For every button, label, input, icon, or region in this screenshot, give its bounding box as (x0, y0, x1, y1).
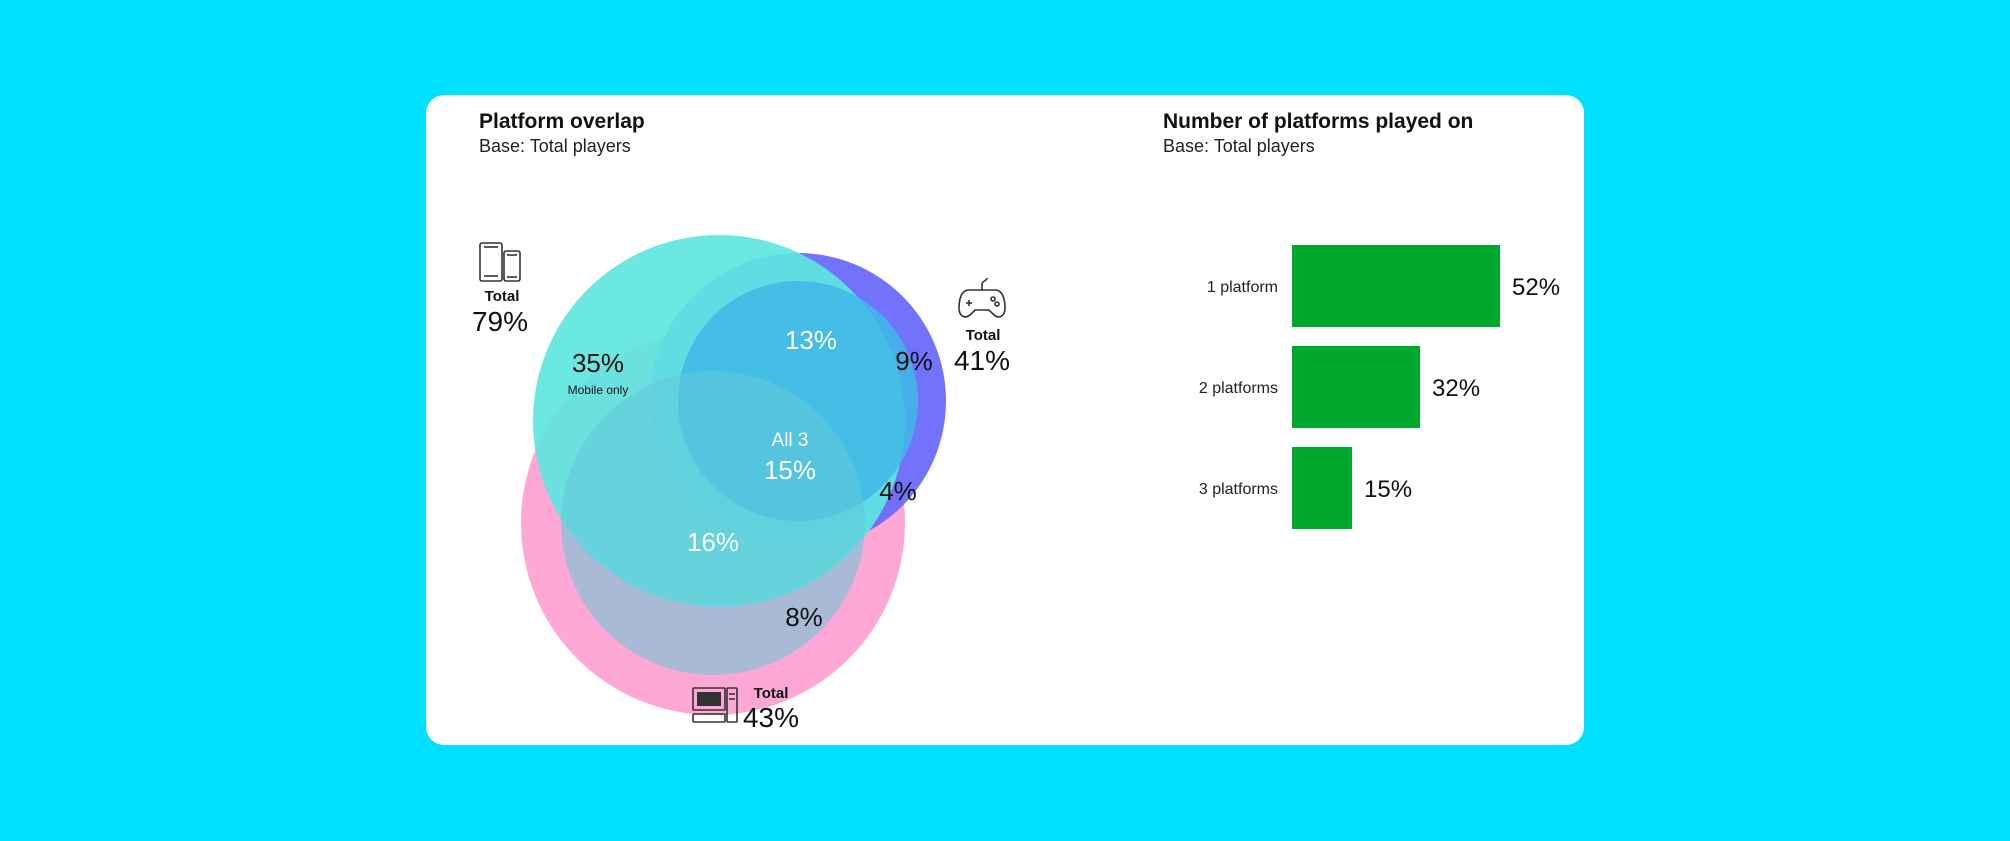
bar (1292, 447, 1352, 529)
console-only-value: 9% (895, 346, 933, 376)
pc-total-label: Total (754, 685, 789, 702)
bar-chart-subtitle: Base: Total players (1163, 136, 1315, 156)
mobile-total-label: Total (485, 288, 520, 305)
venn-diagram: 35% Mobile only 13% 9% All 3 15% 4% 16% … (472, 235, 1010, 733)
bar-value-label: 15% (1364, 476, 1412, 503)
bar-category-label: 2 platforms (1199, 380, 1278, 397)
card: Platform overlap Base: Total players 35%… (426, 95, 1584, 745)
pc-total-value: 43% (743, 702, 799, 733)
gamepad-icon (958, 277, 1006, 318)
mobile-only-value: 35% (572, 348, 624, 378)
bar-category-label: 3 platforms (1199, 481, 1278, 498)
pc-only-value: 8% (785, 602, 823, 632)
bar-chart: 1 platform 52% 2 platforms 32% 3 platforms 15… (1199, 245, 1560, 529)
all3-label: All 3 (772, 430, 809, 451)
bar (1292, 245, 1500, 327)
mobile-pc-value: 16% (687, 527, 739, 557)
bar (1292, 346, 1420, 428)
all3-value: 15% (764, 455, 816, 485)
desktop-computer-icon (692, 687, 738, 723)
console-total-value: 41% (954, 345, 1010, 376)
mobile-pc-overlap (561, 371, 865, 675)
bar-category-label: 1 platform (1207, 279, 1278, 296)
bar-value-label: 32% (1432, 375, 1480, 402)
mobile-only-label: Mobile only (568, 383, 629, 397)
venn-title: Platform overlap (479, 110, 645, 133)
console-pc-value: 4% (879, 476, 917, 506)
console-total-label: Total (966, 327, 1001, 344)
venn-subtitle: Base: Total players (479, 136, 631, 156)
mobile-total-value: 79% (472, 306, 528, 337)
bar-chart-title: Number of platforms played on (1163, 110, 1474, 133)
bar-value-label: 52% (1512, 274, 1560, 301)
phone-tablet-icon (479, 242, 521, 282)
mobile-console-value: 13% (785, 325, 837, 355)
